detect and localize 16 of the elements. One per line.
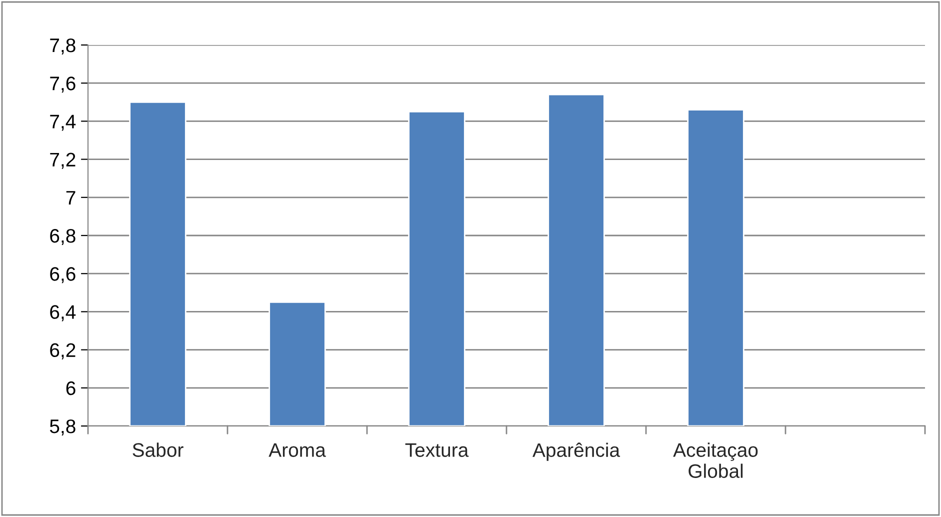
- x-tick-label: Aparência: [532, 442, 620, 461]
- y-tick-label: 6,8: [50, 228, 76, 246]
- y-tick-label: 6,2: [50, 343, 76, 360]
- y-tick-label: 7,4: [50, 114, 76, 131]
- y-tick-label: 7,6: [50, 76, 76, 93]
- y-tick-label: 5,8: [50, 419, 76, 436]
- x-tick-label: Aroma: [268, 443, 326, 457]
- y-tick-label: 6,4: [50, 305, 76, 322]
- x-tick-label: Sabor: [132, 442, 184, 457]
- y-tick-label: 6: [66, 381, 76, 396]
- x-tick-label: Aceitaçao Global: [673, 442, 758, 478]
- y-tick-label: 7,8: [50, 38, 76, 55]
- y-tick-label: 7,2: [50, 152, 76, 169]
- y-tick-label: 6,6: [50, 267, 76, 284]
- y-tick-label: 7: [66, 191, 76, 204]
- x-tick-label: Textura: [405, 443, 469, 457]
